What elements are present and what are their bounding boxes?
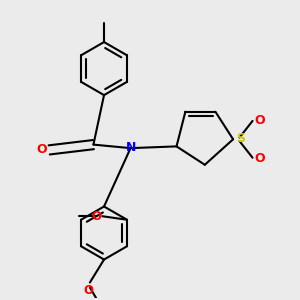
Text: O: O [36, 143, 47, 156]
Text: O: O [254, 152, 265, 165]
Text: S: S [236, 132, 245, 145]
Text: O: O [83, 284, 93, 297]
Text: N: N [126, 141, 136, 154]
Text: O: O [91, 210, 101, 223]
Text: O: O [254, 114, 265, 127]
